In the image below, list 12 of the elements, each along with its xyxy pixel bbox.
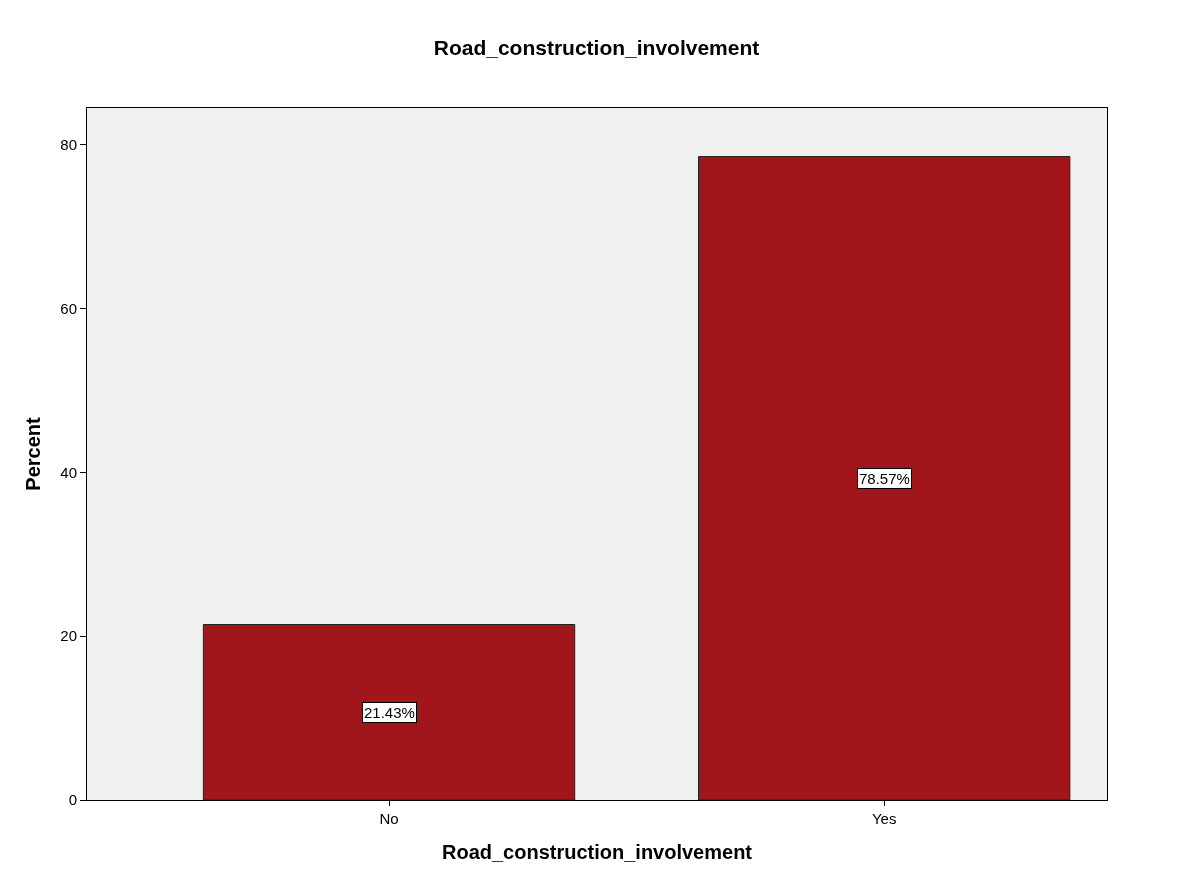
data-label: 21.43%	[364, 704, 415, 721]
y-axis-title: Percent	[21, 416, 44, 491]
y-tick-label: 80	[60, 136, 77, 154]
y-tick-label: 20	[60, 627, 77, 645]
y-tick-label: 40	[60, 463, 77, 481]
x-tick-label: No	[379, 810, 399, 827]
y-tick-label: 60	[60, 299, 77, 317]
x-tick-label: Yes	[871, 810, 897, 827]
x-axis-title: Road_construction_involvement	[441, 840, 753, 863]
chart-title: Road_construction_involvement	[433, 35, 760, 59]
data-label: 78.57%	[859, 470, 910, 487]
y-tick-label: 0	[68, 791, 77, 809]
